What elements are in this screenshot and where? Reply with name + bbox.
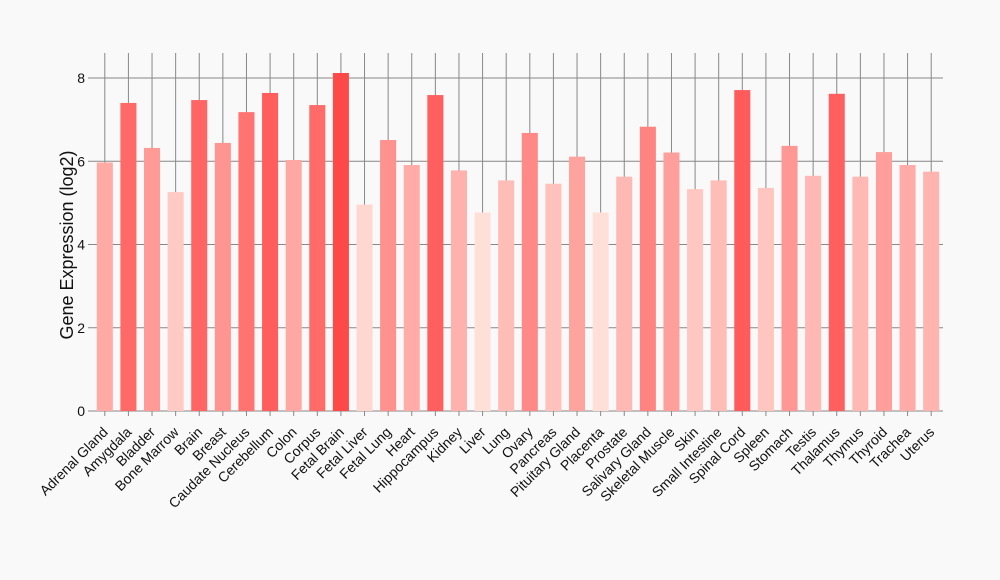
bar-corpus: [309, 105, 326, 412]
bar-salivary-gland: [639, 126, 656, 412]
bar-heart: [403, 164, 420, 411]
bar-lung: [498, 180, 515, 411]
bar-hippocampus: [427, 95, 444, 411]
bar-spleen: [757, 187, 774, 411]
bar-fetal-liver: [356, 204, 373, 411]
bar-bladder: [144, 147, 161, 411]
bar-fetal-lung: [380, 140, 397, 412]
y-axis-label: Gene Expression (log2): [57, 150, 77, 339]
bar-kidney: [450, 170, 467, 411]
bar-uterus: [923, 171, 940, 411]
bar-small-intestine: [710, 180, 727, 411]
y-tick-label: 6: [77, 153, 85, 169]
bar-bone-marrow: [167, 192, 184, 411]
bar-stomach: [781, 145, 798, 411]
bar-adrenal-gland: [96, 162, 113, 411]
y-tick-label: 0: [77, 403, 85, 419]
y-tick-label: 4: [77, 237, 85, 253]
bar-prostate: [616, 176, 633, 411]
bar-liver: [474, 212, 491, 411]
bar-cerebellum: [262, 92, 279, 412]
bar-skin: [687, 189, 704, 411]
bar-skeletal-muscle: [663, 152, 680, 412]
y-tick-label: 2: [77, 320, 85, 336]
y-axis-ticks: 0 2 4 6 8: [77, 70, 85, 419]
bar-pituitary-gland: [569, 156, 586, 411]
bars: [96, 73, 940, 412]
bar-caudate-nucleus: [238, 112, 255, 411]
bar-brain: [191, 100, 208, 411]
bar-fetal-brain: [332, 73, 349, 411]
bar-thymus: [852, 176, 869, 411]
bar-placenta: [592, 212, 609, 411]
bar-spinal-cord: [734, 90, 751, 411]
y-tick-label: 8: [77, 70, 85, 86]
bar-thalamus: [828, 93, 845, 411]
bar-colon: [285, 160, 302, 411]
bar-ovary: [521, 132, 538, 411]
bar-trachea: [899, 164, 916, 411]
bar-thyroid: [875, 152, 892, 411]
bar-testis: [805, 175, 822, 411]
bar-amygdala: [120, 102, 137, 411]
bar-pancreas: [545, 183, 562, 411]
bar-breast: [214, 142, 231, 411]
